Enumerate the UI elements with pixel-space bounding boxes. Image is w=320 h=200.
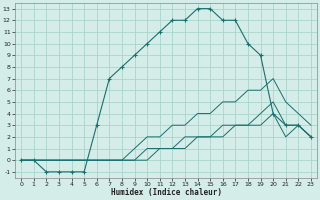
X-axis label: Humidex (Indice chaleur): Humidex (Indice chaleur) <box>110 188 221 197</box>
